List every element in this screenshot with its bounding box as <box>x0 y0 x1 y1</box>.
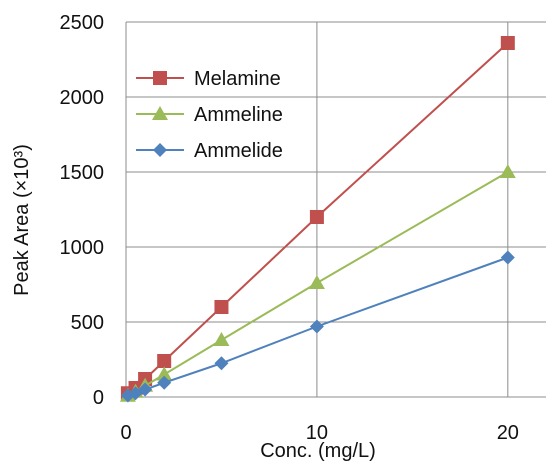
data-point-ammeline <box>308 275 325 289</box>
legend-marker-ammeline <box>152 106 168 120</box>
data-point-ammelide <box>500 250 515 265</box>
legend-item-melamine: Melamine <box>136 68 281 90</box>
y-tick-label: 0 <box>93 387 104 409</box>
y-tick-label: 2000 <box>60 87 105 109</box>
data-point-melamine <box>214 300 229 314</box>
data-point-melamine <box>500 36 515 50</box>
x-tick-label: 20 <box>497 422 519 444</box>
legend-marker-melamine <box>153 71 167 85</box>
legend-label-ammelide: Ammelide <box>194 140 283 162</box>
series-ammelide <box>120 250 515 403</box>
data-point-ammeline <box>499 164 516 178</box>
data-point-ammeline <box>156 366 173 381</box>
data-point-ammelide <box>138 382 153 397</box>
data-point-ammelide <box>309 319 324 334</box>
y-tick-label: 1000 <box>60 237 105 259</box>
x-tick-label: 0 <box>120 422 131 444</box>
series-layer <box>119 36 516 403</box>
data-point-ammelide <box>214 356 229 371</box>
legend-label-ammeline: Ammeline <box>194 104 283 126</box>
y-axis-title: Peak Area (×10³) <box>11 144 33 296</box>
data-point-melamine <box>157 354 172 368</box>
data-point-ammelide <box>157 375 172 390</box>
legend-label-melamine: Melamine <box>194 68 281 90</box>
tick-labels: 0 500 1000 1500 2000 2500 0 10 20 <box>60 12 519 444</box>
gridlines <box>126 21 546 397</box>
legend: Melamine Ammeline Ammelide <box>136 68 283 162</box>
x-axis-title: Conc. (mg/L) <box>260 440 376 461</box>
y-tick-label: 1500 <box>60 162 105 184</box>
y-tick-label: 500 <box>71 312 104 334</box>
y-tick-label: 2500 <box>60 12 105 34</box>
x-tick-label: 10 <box>306 422 328 444</box>
axes <box>125 22 546 398</box>
legend-item-ammelide: Ammelide <box>136 140 283 162</box>
data-point-ammeline <box>213 332 230 346</box>
data-point-melamine <box>309 210 324 224</box>
legend-marker-ammelide <box>153 143 167 157</box>
legend-item-ammeline: Ammeline <box>136 104 283 126</box>
